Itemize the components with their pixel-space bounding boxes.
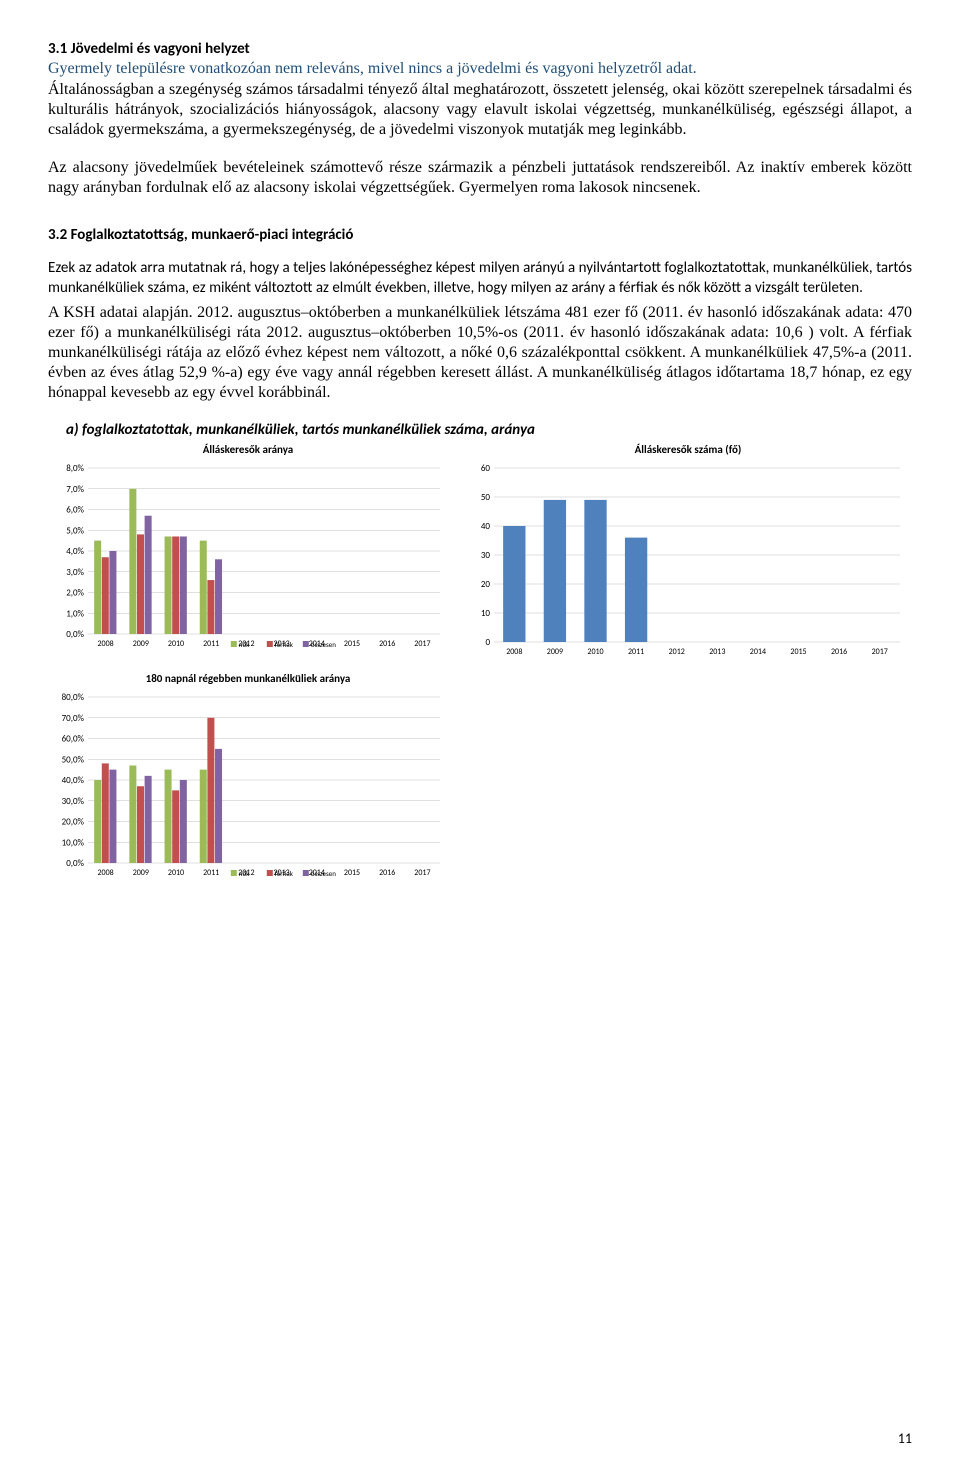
svg-text:10: 10: [481, 608, 491, 619]
svg-text:4,0%: 4,0%: [66, 546, 84, 557]
chart-3-box: 180 napnál régebben munkanélküliek arány…: [48, 672, 448, 891]
svg-text:2,0%: 2,0%: [66, 587, 84, 598]
subsection-para-2: A KSH adatai alapján. 2012. augusztus–ok…: [48, 303, 912, 403]
section-title: 3.1 Jövedelmi és vagyoni helyzet: [48, 40, 912, 58]
svg-text:0,0%: 0,0%: [66, 858, 84, 869]
chart-2-title: Álláskeresők száma (fő): [468, 443, 908, 456]
svg-text:2010: 2010: [168, 868, 184, 878]
svg-text:5,0%: 5,0%: [66, 525, 84, 536]
svg-text:2017: 2017: [414, 868, 430, 878]
paragraph-1: Általánosságban a szegénység számos társ…: [48, 80, 912, 140]
subsection-title: 3.2 Foglalkoztatottság, munkaerő-piaci i…: [48, 226, 912, 244]
svg-text:2009: 2009: [133, 639, 149, 649]
svg-text:2016: 2016: [379, 868, 395, 878]
svg-text:40: 40: [481, 521, 491, 532]
svg-text:2008: 2008: [97, 639, 113, 649]
svg-text:1,0%: 1,0%: [66, 608, 84, 619]
svg-text:50: 50: [481, 492, 491, 503]
svg-text:nők: nők: [239, 640, 250, 649]
svg-text:7,0%: 7,0%: [66, 483, 84, 494]
charts-row-2: 180 napnál régebben munkanélküliek arány…: [48, 672, 912, 891]
subsection-para-1: Ezek az adatok arra mutatnak rá, hogy a …: [48, 258, 912, 299]
svg-text:0,0%: 0,0%: [66, 629, 84, 640]
svg-text:50,0%: 50,0%: [62, 754, 85, 765]
page-number: 11: [898, 1430, 912, 1447]
svg-text:nők: nők: [239, 869, 250, 878]
svg-text:80,0%: 80,0%: [62, 692, 85, 703]
svg-text:2010: 2010: [587, 647, 603, 657]
svg-text:40,0%: 40,0%: [62, 775, 85, 786]
svg-text:2012: 2012: [669, 647, 685, 657]
svg-text:2017: 2017: [414, 639, 430, 649]
svg-text:0: 0: [485, 637, 490, 648]
a-title: a) foglalkoztatottak, munkanélküliek, ta…: [66, 421, 912, 439]
svg-text:2015: 2015: [344, 868, 360, 878]
svg-text:2009: 2009: [547, 647, 563, 657]
paragraph-2: Az alacsony jövedelműek bevételeinek szá…: [48, 158, 912, 198]
section-subtitle: Gyermely településre vonatkozóan nem rel…: [48, 60, 912, 78]
svg-text:2016: 2016: [379, 639, 395, 649]
svg-text:3,0%: 3,0%: [66, 566, 84, 577]
charts-row-1: Álláskeresők aránya 0,0% 1,0% 2,0% 3,0% 4,0%…: [48, 443, 912, 662]
svg-text:2008: 2008: [506, 647, 522, 657]
svg-text:összesen: összesen: [311, 640, 336, 649]
chart-3-svg: 0,0% 10,0% 20,0% 30,0% 40,0% 50,0% 60,0% 70,0% 8…: [48, 691, 448, 891]
svg-text:8,0%: 8,0%: [66, 463, 84, 474]
svg-text:2010: 2010: [168, 639, 184, 649]
svg-text:2014: 2014: [750, 647, 766, 657]
svg-text:férfiak: férfiak: [275, 640, 294, 649]
svg-text:6,0%: 6,0%: [66, 504, 84, 515]
svg-text:70,0%: 70,0%: [62, 712, 85, 723]
svg-text:2011: 2011: [628, 647, 644, 657]
svg-text:30,0%: 30,0%: [62, 795, 85, 806]
svg-text:2008: 2008: [97, 868, 113, 878]
svg-text:2013: 2013: [709, 647, 725, 657]
svg-text:2009: 2009: [133, 868, 149, 878]
svg-text:60,0%: 60,0%: [62, 733, 85, 744]
svg-text:2011: 2011: [203, 639, 219, 649]
chart-1-title: Álláskeresők aránya: [48, 443, 448, 456]
chart-1-svg: 0,0% 1,0% 2,0% 3,0% 4,0% 5,0% 6,0% 7,0% 8,0% 2008…: [48, 462, 448, 662]
svg-text:2011: 2011: [203, 868, 219, 878]
chart-2-box: Álláskeresők száma (fő) 0 10 20 30 40 50 60 200…: [468, 443, 908, 662]
svg-text:2017: 2017: [872, 647, 888, 657]
svg-text:összesen: összesen: [311, 869, 336, 878]
svg-text:2015: 2015: [790, 647, 806, 657]
svg-text:60: 60: [481, 463, 491, 474]
svg-text:2015: 2015: [344, 639, 360, 649]
svg-text:férfiak: férfiak: [275, 869, 294, 878]
svg-text:10,0%: 10,0%: [62, 837, 85, 848]
chart-2-svg: 0 10 20 30 40 50 60 2008 2009 2010 2011 2012 2013 201…: [468, 462, 908, 662]
chart-3-title: 180 napnál régebben munkanélküliek arány…: [48, 672, 448, 685]
svg-text:30: 30: [481, 550, 491, 561]
svg-text:20,0%: 20,0%: [62, 816, 85, 827]
chart-1-box: Álláskeresők aránya 0,0% 1,0% 2,0% 3,0% 4,0%…: [48, 443, 448, 662]
svg-text:20: 20: [481, 579, 491, 590]
svg-text:2016: 2016: [831, 647, 847, 657]
